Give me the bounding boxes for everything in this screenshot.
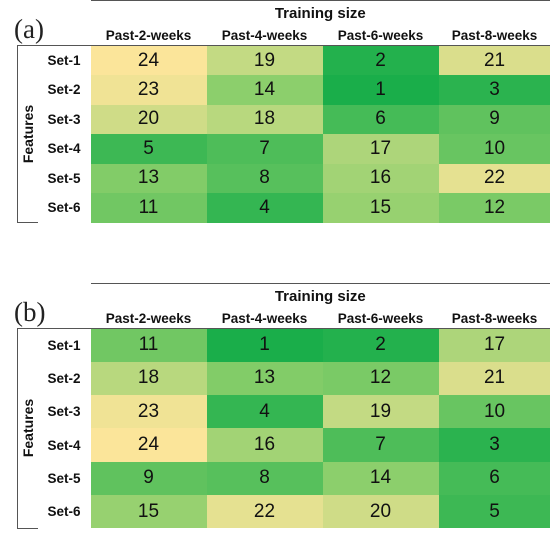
header-corner: [18, 284, 91, 309]
row-axis-title-cell: Features: [17, 328, 38, 529]
heatmap-cell: 4: [206, 395, 323, 429]
row-axis-title: Features: [19, 104, 36, 164]
heatmap-cell: 16: [206, 428, 323, 462]
heatmap-cell: 23: [90, 395, 207, 429]
heatmap-cell: 4: [206, 193, 323, 223]
heatmap-table: Training size Past-2-weeks Past-4-weeks Pas…: [17, 0, 550, 223]
panel-label: (a): [14, 14, 44, 44]
column-axis-title: Training size: [90, 0, 550, 26]
heatmap-cell: 3: [438, 428, 550, 462]
heatmap-cell: 3: [438, 75, 550, 105]
heatmap-cell: 16: [322, 163, 439, 193]
heatmap-cell: 15: [322, 193, 439, 223]
heatmap-cell: 1: [206, 327, 323, 362]
column-header: Past-6-weeks: [337, 27, 424, 43]
heatmap-cell: 8: [206, 461, 323, 495]
row-header: Set-1: [37, 45, 91, 75]
heatmap-cell: 15: [90, 494, 207, 529]
row-header: Set-5: [47, 170, 81, 186]
heatmap-cell: 23: [90, 75, 207, 105]
header-corner: [18, 26, 91, 46]
heatmap-cell: 20: [322, 494, 439, 529]
heatmap-table: Training size Past-2-weeks Past-4-weeks Pas…: [17, 283, 550, 529]
heatmap-cell: 6: [322, 104, 439, 134]
heatmap-cell: 22: [438, 163, 550, 193]
heatmap-cell: 18: [206, 104, 323, 134]
column-header: Past-2-weeks: [105, 310, 192, 326]
heatmap-cell: 10: [438, 134, 550, 164]
heatmap-cell: 19: [206, 45, 323, 75]
heatmap-cell: 7: [206, 134, 323, 164]
heatmap-cell: 6: [438, 461, 550, 495]
heatmap-cell: 5: [438, 494, 550, 529]
column-header: Past-8-weeks: [451, 310, 538, 326]
heatmap-cell: 2: [322, 327, 439, 362]
heatmap-cell: 11: [90, 193, 207, 223]
heatmap-cell: 24: [90, 45, 207, 75]
panel-label: (b): [14, 297, 46, 327]
heatmap-cell: 14: [206, 75, 323, 105]
row-header: Set-4: [47, 141, 81, 157]
heatmap-cell: 21: [438, 45, 550, 75]
heatmap-cell: 13: [90, 163, 207, 193]
column-header: Past-4-weeks: [221, 27, 308, 43]
heatmap-cell: 17: [322, 134, 439, 164]
heatmap-cell: 20: [90, 104, 207, 134]
heatmap-cell: 11: [90, 327, 207, 362]
heatmap-cell: 24: [90, 428, 207, 462]
heatmap-cell: 7: [322, 428, 439, 462]
heatmap-cell: 12: [322, 361, 439, 396]
column-header: Past-2-weeks: [105, 27, 192, 43]
heatmap-cell: 22: [206, 494, 323, 529]
heatmap-cell: 17: [438, 327, 550, 362]
row-header: Set-6: [47, 504, 81, 520]
row-header: Set-2: [47, 370, 81, 386]
heatmap-cell: 19: [322, 395, 439, 429]
column-header: Past-4-weeks: [221, 310, 308, 326]
heatmap-cell: 18: [90, 361, 207, 396]
heatmap-cell: 14: [322, 461, 439, 495]
heatmap-cell: 13: [206, 361, 323, 396]
row-header: Set-1: [37, 327, 91, 362]
column-axis-title: Training size: [90, 283, 550, 309]
header-corner: [18, 309, 91, 329]
heatmap-cell: 10: [438, 395, 550, 429]
column-header: Past-8-weeks: [451, 27, 538, 43]
heatmap-cell: 5: [90, 134, 207, 164]
heatmap-cell: 21: [438, 361, 550, 396]
row-header: Set-6: [47, 200, 81, 216]
row-header: Set-5: [47, 470, 81, 486]
heatmap-panel-b: (b) Training size Past-2-weeks Past-4-week…: [0, 283, 550, 537]
heatmap-panel-a: (a) Training size Past-2-weeks Past-4-week…: [0, 0, 550, 232]
row-header: Set-3: [47, 111, 81, 127]
heatmap-cell: 8: [206, 163, 323, 193]
header-corner: [18, 1, 91, 26]
heatmap-cell: 9: [438, 104, 550, 134]
heatmap-cell: 1: [322, 75, 439, 105]
row-axis-title-cell: Features: [17, 45, 38, 223]
row-header: Set-3: [47, 404, 81, 420]
row-header: Set-4: [47, 437, 81, 453]
column-header: Past-6-weeks: [337, 310, 424, 326]
row-axis-title: Features: [19, 399, 36, 458]
heatmap-cell: 12: [438, 193, 550, 223]
heatmap-cell: 2: [322, 45, 439, 75]
row-header: Set-2: [47, 82, 81, 98]
heatmap-cell: 9: [90, 461, 207, 495]
